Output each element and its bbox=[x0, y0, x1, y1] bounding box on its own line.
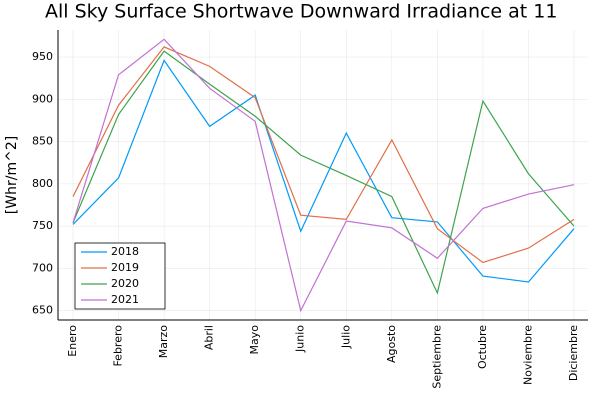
y-tick-label: 950 bbox=[32, 50, 53, 63]
x-tick-label: Febrero bbox=[112, 325, 125, 367]
x-tick-label: Marzo bbox=[157, 325, 170, 359]
x-tick-label: Diciembre bbox=[567, 325, 580, 381]
legend-label: 2021 bbox=[111, 293, 139, 306]
y-axis-label: [Whr/m^2] bbox=[4, 136, 20, 214]
y-tick-label: 850 bbox=[32, 135, 53, 148]
x-tick-label: Abril bbox=[203, 325, 216, 350]
series-line bbox=[72, 38, 575, 313]
y-tick-label: 800 bbox=[32, 177, 53, 190]
y-tick-label: 700 bbox=[32, 261, 53, 274]
x-tick-label: Junio bbox=[294, 325, 307, 353]
series-line bbox=[72, 59, 575, 283]
series-line bbox=[72, 46, 575, 264]
series-line bbox=[72, 50, 575, 295]
x-tick-label: Mayo bbox=[248, 325, 261, 355]
x-tick-label: Noviembre bbox=[521, 325, 534, 385]
x-tick-label: Septiembre bbox=[430, 325, 443, 389]
legend-box bbox=[74, 242, 166, 310]
y-tick-label: 900 bbox=[32, 92, 53, 105]
x-tick-label: Octubre bbox=[476, 325, 489, 369]
chart-title: All Sky Surface Shortwave Downward Irrad… bbox=[45, 1, 557, 23]
legend-label: 2018 bbox=[111, 245, 139, 258]
x-tick-label: Enero bbox=[66, 325, 79, 357]
x-tick-label: Agosto bbox=[385, 325, 398, 363]
y-tick-label: 650 bbox=[32, 304, 53, 317]
y-tick-label: 750 bbox=[32, 219, 53, 232]
legend-label: 2019 bbox=[111, 261, 139, 274]
legend-label: 2020 bbox=[111, 277, 139, 290]
x-tick-label: Julio bbox=[339, 325, 352, 349]
